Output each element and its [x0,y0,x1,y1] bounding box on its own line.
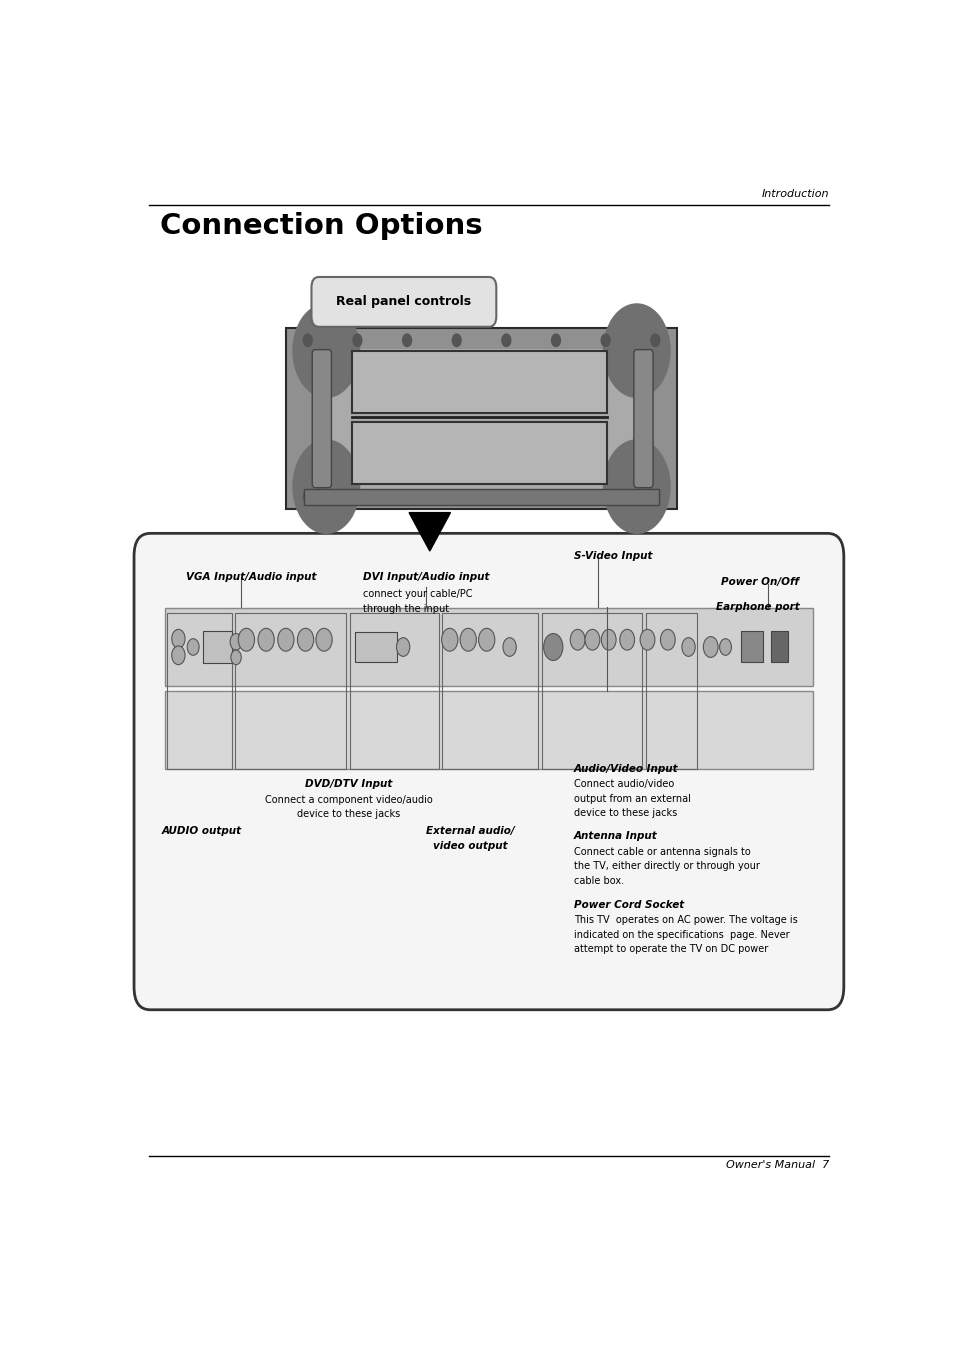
FancyBboxPatch shape [740,631,762,662]
Circle shape [452,334,460,346]
Circle shape [702,636,718,658]
Circle shape [551,334,559,346]
Text: Power Cord Socket: Power Cord Socket [574,899,683,910]
Circle shape [353,334,361,346]
Circle shape [297,628,314,651]
Text: the TV, either directly or through your: the TV, either directly or through your [574,861,759,871]
Circle shape [639,630,654,650]
Text: DVI Input/Audio input: DVI Input/Audio input [363,572,489,582]
Circle shape [478,628,495,651]
FancyBboxPatch shape [304,489,659,506]
Text: Connect cable or antenna signals to: Connect cable or antenna signals to [574,847,750,857]
Circle shape [719,639,731,655]
Circle shape [501,334,510,346]
Circle shape [402,334,411,346]
Text: through the input: through the input [363,604,449,613]
Text: External audio/: External audio/ [426,826,515,836]
FancyBboxPatch shape [352,422,606,484]
Circle shape [600,334,609,346]
Circle shape [603,439,669,534]
Circle shape [238,628,254,651]
Text: Antenna Input: Antenna Input [574,832,657,841]
Circle shape [441,628,457,651]
Circle shape [293,303,359,398]
Text: Audio/Video Input: Audio/Video Input [574,764,678,774]
Circle shape [600,630,616,650]
Text: DVD/DTV Input: DVD/DTV Input [304,779,392,790]
Circle shape [600,491,609,503]
FancyBboxPatch shape [312,349,331,488]
Text: AUDIO output: AUDIO output [162,826,242,836]
FancyBboxPatch shape [770,631,787,662]
Circle shape [650,491,659,503]
Text: output from an external: output from an external [574,794,690,803]
FancyBboxPatch shape [355,632,396,662]
Text: VGA Input/Audio input: VGA Input/Audio input [186,572,316,582]
Circle shape [584,630,599,650]
FancyBboxPatch shape [165,608,812,686]
Circle shape [303,491,312,503]
Text: video output: video output [433,841,507,851]
Circle shape [650,334,659,346]
Text: Connection Options: Connection Options [160,212,482,240]
FancyBboxPatch shape [352,352,606,414]
FancyBboxPatch shape [165,692,812,768]
Circle shape [659,630,675,650]
FancyBboxPatch shape [203,631,233,663]
Circle shape [402,491,411,503]
Text: indicated on the specifications  page. Never: indicated on the specifications page. Ne… [574,930,789,940]
Text: Connect audio/video: Connect audio/video [574,779,674,790]
Circle shape [172,646,185,665]
Circle shape [293,439,359,534]
Circle shape [187,639,199,655]
Circle shape [396,638,410,656]
Text: Earphone port: Earphone port [715,601,799,612]
Circle shape [459,628,476,651]
Circle shape [619,630,634,650]
Text: Power On/Off: Power On/Off [720,577,799,586]
Text: Introduction: Introduction [760,189,828,200]
Circle shape [230,634,242,650]
Text: cable box.: cable box. [574,876,623,886]
Circle shape [303,334,312,346]
Text: device to these jacks: device to these jacks [296,809,399,820]
Circle shape [551,491,559,503]
Circle shape [452,491,460,503]
Circle shape [543,634,562,661]
FancyBboxPatch shape [633,349,653,488]
FancyBboxPatch shape [322,349,639,489]
Text: This TV  operates on AC power. The voltage is: This TV operates on AC power. The voltag… [574,915,797,925]
Circle shape [353,491,361,503]
Text: connect your cable/PC: connect your cable/PC [363,589,473,600]
Text: Owner's Manual  7: Owner's Manual 7 [725,1161,828,1170]
Circle shape [257,628,274,651]
Circle shape [681,638,695,656]
Circle shape [502,638,516,656]
Circle shape [277,628,294,651]
Circle shape [231,650,241,665]
Circle shape [172,630,185,648]
Text: device to these jacks: device to these jacks [574,809,677,818]
Circle shape [315,628,332,651]
Circle shape [603,303,669,398]
Text: Connect a component video/audio: Connect a component video/audio [264,795,432,805]
Text: S-Video Input: S-Video Input [574,551,652,561]
FancyBboxPatch shape [133,534,843,1010]
Text: attempt to operate the TV on DC power: attempt to operate the TV on DC power [574,945,767,954]
Text: Real panel controls: Real panel controls [336,295,471,309]
Polygon shape [409,512,450,551]
Circle shape [570,630,584,650]
FancyBboxPatch shape [311,276,496,326]
FancyBboxPatch shape [285,328,677,510]
Circle shape [501,491,510,503]
